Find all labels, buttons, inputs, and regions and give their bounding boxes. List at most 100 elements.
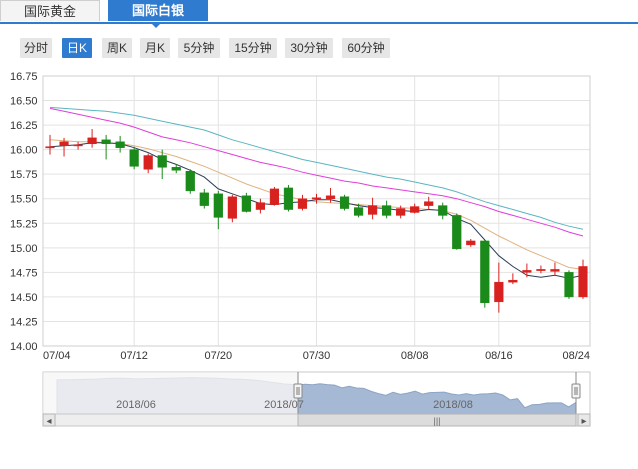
candle[interactable] (536, 265, 546, 274)
candle[interactable] (213, 190, 223, 230)
candle-body (45, 146, 55, 149)
candle[interactable] (241, 192, 251, 213)
candle[interactable] (73, 141, 83, 150)
candle[interactable] (396, 205, 406, 219)
candle[interactable] (297, 194, 308, 211)
candle-body (424, 201, 434, 206)
candle[interactable] (550, 262, 560, 276)
scroll-left-arrow-icon: ◂ (46, 416, 51, 427)
candle[interactable] (87, 129, 97, 148)
tab-international-gold[interactable]: 国际黄金 (0, 0, 100, 21)
candle[interactable] (115, 135, 125, 153)
tab-international-silver[interactable]: 国际白银 (108, 0, 208, 21)
navigator-unselected-mask (43, 372, 298, 416)
navigator-selected-area (297, 383, 577, 415)
x-tick-label: 08/16 (485, 350, 513, 362)
navigator-label-july: 2018/07 (264, 399, 304, 411)
chart-grid (42, 75, 591, 347)
candle[interactable] (466, 238, 476, 247)
scroll-left-button[interactable] (42, 413, 56, 427)
candle[interactable] (143, 153, 153, 174)
candle[interactable] (508, 273, 518, 285)
candle[interactable] (424, 196, 434, 210)
candle-body (452, 215, 462, 250)
candle-body (157, 155, 167, 168)
candle-body (115, 141, 125, 148)
navigator-scrollbar-thumb[interactable] (297, 413, 577, 427)
y-tick-label: 15.75 (10, 169, 38, 181)
period-button-daily-k[interactable]: 日K (62, 38, 92, 58)
candle[interactable] (171, 164, 181, 174)
candle-body (578, 266, 588, 298)
candle-body (522, 270, 532, 273)
candle[interactable] (311, 193, 322, 204)
candle-body (564, 272, 574, 298)
candle-body (438, 205, 448, 216)
y-tick-label: 14.75 (10, 267, 38, 279)
candle[interactable] (269, 186, 280, 206)
candle[interactable] (382, 200, 392, 219)
period-button-monthly-k[interactable]: 月K (140, 38, 170, 58)
candle-body (129, 149, 139, 167)
active-tab-pointer (150, 22, 162, 28)
candle[interactable] (185, 169, 195, 194)
candle-body (536, 269, 546, 271)
candle-body (199, 192, 209, 206)
candle-body (241, 195, 251, 212)
candle[interactable] (438, 202, 448, 220)
x-tick-label: 07/12 (120, 350, 148, 362)
period-button-intraday[interactable]: 分时 (20, 38, 52, 58)
x-tick-label: 07/30 (303, 350, 331, 362)
candle[interactable] (522, 263, 532, 278)
candle[interactable] (283, 184, 294, 212)
scroll-right-arrow-icon: ▸ (581, 416, 586, 427)
candle[interactable] (410, 203, 420, 214)
candle[interactable] (368, 197, 378, 220)
candle[interactable] (101, 134, 111, 160)
candle-body (508, 279, 518, 283)
range-navigator: 2018/06 2018/07 2018/08 ||| ◂ ▸ (42, 371, 591, 427)
scroll-right-button[interactable] (577, 413, 591, 427)
candle[interactable] (325, 187, 336, 203)
candle[interactable] (494, 262, 504, 313)
navigator-label-august: 2018/08 (433, 399, 473, 411)
ma30-line (49, 106, 584, 230)
candle-body (353, 207, 364, 216)
period-button-60min[interactable]: 60分钟 (342, 38, 390, 58)
candle[interactable] (129, 146, 139, 170)
candle-body (311, 197, 322, 200)
candle-body (171, 167, 181, 171)
candle-body (87, 137, 97, 144)
candle[interactable] (157, 149, 167, 180)
period-button-5min[interactable]: 5分钟 (178, 38, 220, 58)
period-button-30min[interactable]: 30分钟 (285, 38, 333, 58)
candle-body (325, 195, 336, 199)
candle[interactable] (578, 259, 588, 299)
y-tick-label: 16.75 (10, 71, 38, 83)
candle[interactable] (339, 194, 350, 211)
candle[interactable] (255, 198, 265, 214)
y-tick-label: 15.00 (10, 243, 38, 255)
period-button-15min[interactable]: 15分钟 (229, 38, 277, 58)
x-tick-label: 07/04 (43, 350, 71, 362)
candle-body (396, 208, 406, 216)
candle[interactable] (227, 194, 237, 223)
candle[interactable] (564, 270, 574, 299)
candle[interactable] (45, 134, 55, 155)
candle[interactable] (353, 203, 364, 218)
navigator-right-handle[interactable] (571, 383, 581, 399)
candle-body (101, 139, 111, 144)
period-button-weekly-k[interactable]: 周K (102, 38, 132, 58)
y-axis-ticks: 16.75 16.50 16.25 16.00 15.75 15.50 15.25 15.00… (10, 71, 38, 353)
ma20-line (49, 107, 584, 237)
navigator-left-handle[interactable] (293, 383, 303, 399)
y-tick-label: 16.50 (10, 96, 38, 108)
scrollbar-grip: ||| (433, 416, 440, 426)
candle-body (213, 193, 223, 218)
candle[interactable] (59, 137, 69, 157)
candle[interactable] (480, 239, 490, 308)
candle-body (466, 240, 476, 246)
candle-body (550, 269, 560, 272)
candle[interactable] (452, 213, 462, 250)
candle[interactable] (199, 188, 209, 209)
